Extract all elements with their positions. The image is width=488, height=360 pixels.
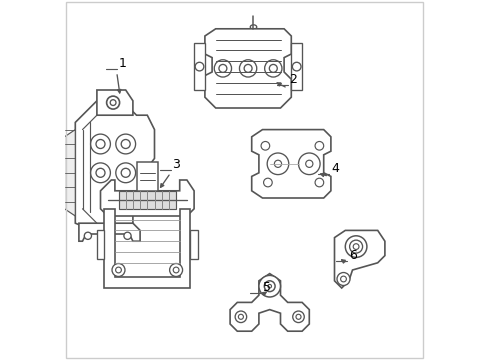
Polygon shape [64, 130, 75, 216]
Circle shape [115, 267, 121, 273]
Polygon shape [136, 162, 158, 191]
Ellipse shape [90, 163, 110, 183]
Circle shape [340, 276, 346, 282]
Circle shape [314, 141, 323, 150]
Ellipse shape [96, 168, 105, 177]
Ellipse shape [239, 60, 256, 77]
Polygon shape [204, 29, 291, 108]
Circle shape [274, 160, 281, 167]
Ellipse shape [214, 60, 231, 77]
Circle shape [110, 100, 116, 105]
Circle shape [235, 311, 246, 323]
Polygon shape [97, 230, 104, 259]
Circle shape [238, 314, 243, 319]
Circle shape [305, 160, 312, 167]
Circle shape [266, 153, 288, 175]
Polygon shape [118, 191, 176, 209]
Ellipse shape [244, 64, 251, 72]
Circle shape [295, 314, 301, 319]
Circle shape [352, 244, 358, 249]
Circle shape [267, 284, 271, 288]
Polygon shape [104, 209, 190, 288]
Circle shape [292, 62, 301, 71]
Circle shape [84, 232, 91, 239]
Ellipse shape [116, 163, 135, 183]
Circle shape [261, 141, 269, 150]
Circle shape [169, 264, 182, 276]
Ellipse shape [121, 168, 130, 177]
Circle shape [345, 236, 366, 257]
Text: 2: 2 [289, 73, 297, 86]
Circle shape [258, 275, 280, 297]
Circle shape [112, 264, 125, 276]
Text: 3: 3 [172, 158, 180, 171]
Polygon shape [251, 130, 330, 198]
Ellipse shape [96, 140, 105, 149]
Ellipse shape [121, 140, 130, 149]
Polygon shape [75, 101, 154, 230]
Circle shape [123, 232, 131, 239]
Circle shape [292, 311, 304, 323]
Circle shape [263, 178, 272, 187]
Polygon shape [190, 230, 197, 259]
Ellipse shape [264, 60, 282, 77]
Circle shape [195, 62, 203, 71]
Circle shape [314, 178, 323, 187]
Circle shape [349, 240, 362, 253]
Polygon shape [230, 274, 309, 331]
Polygon shape [194, 43, 204, 90]
Ellipse shape [219, 64, 226, 72]
Ellipse shape [250, 25, 256, 29]
Text: 4: 4 [330, 162, 338, 175]
Text: 5: 5 [262, 281, 270, 294]
Circle shape [106, 96, 120, 109]
Text: 1: 1 [118, 57, 126, 70]
Polygon shape [97, 90, 133, 115]
Polygon shape [334, 230, 384, 288]
Polygon shape [291, 43, 302, 90]
Text: 6: 6 [348, 249, 356, 262]
Circle shape [173, 267, 179, 273]
Polygon shape [79, 223, 140, 241]
Ellipse shape [116, 134, 135, 154]
Ellipse shape [269, 64, 277, 72]
Ellipse shape [90, 134, 110, 154]
Circle shape [298, 153, 320, 175]
Polygon shape [101, 180, 194, 216]
Circle shape [336, 273, 349, 285]
Circle shape [264, 281, 275, 292]
